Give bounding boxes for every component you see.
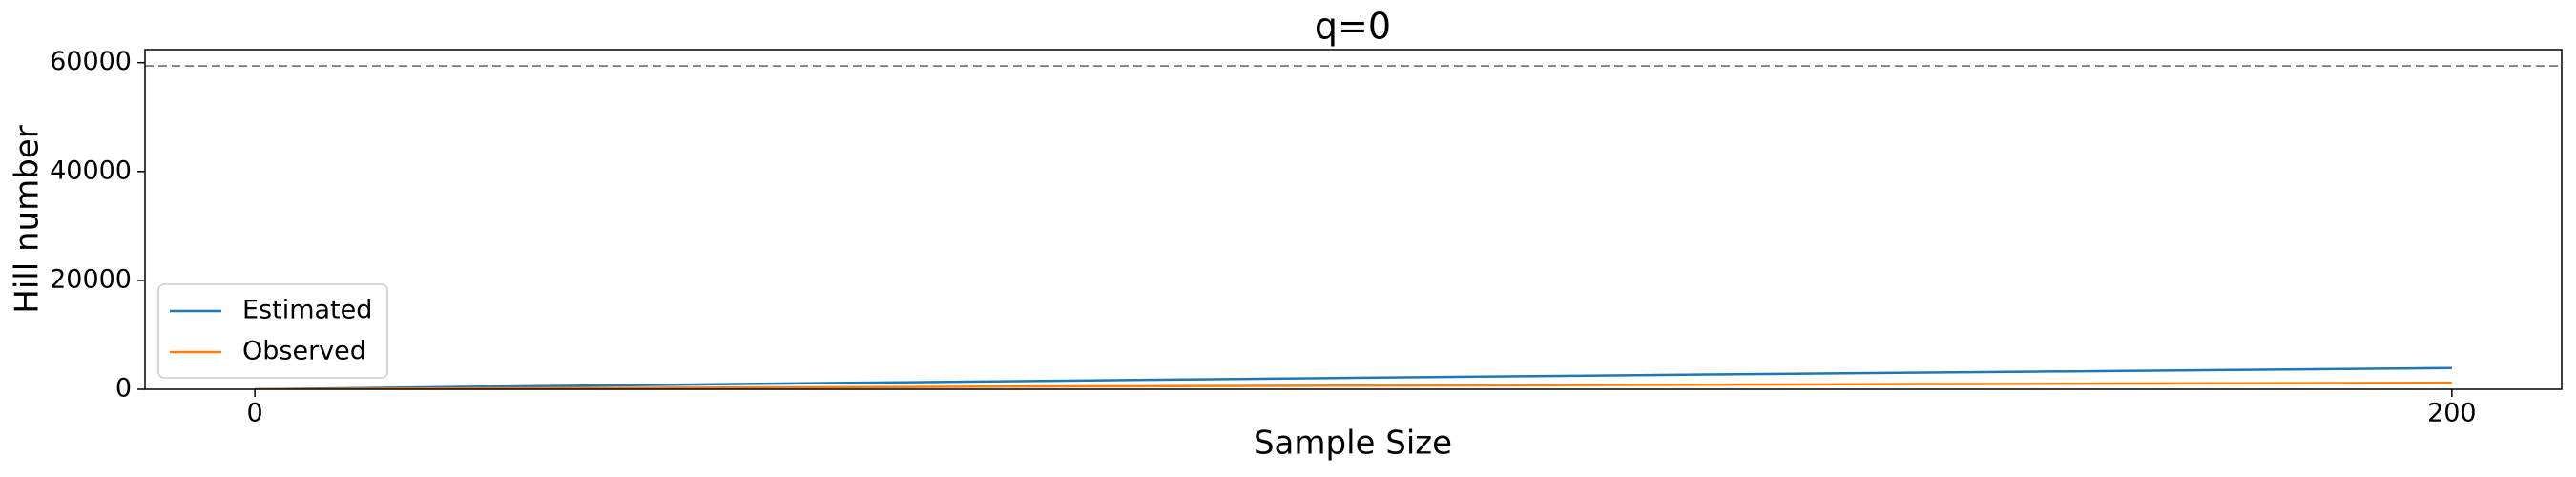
chart-title: q=0: [1315, 6, 1391, 48]
y-tick-label: 60000: [50, 47, 132, 76]
y-axis-label: Hill number: [9, 125, 47, 313]
series-line: [255, 381, 2452, 389]
series-line: [255, 366, 2452, 389]
x-tick-label: 0: [247, 399, 263, 428]
x-tick-label: 200: [2427, 399, 2477, 428]
legend-label: Estimated: [242, 296, 372, 325]
plot-area: [145, 65, 2562, 389]
y-tick-label: 20000: [50, 264, 132, 294]
legend-label: Observed: [242, 337, 366, 366]
legend-box: [157, 283, 388, 379]
x-axis-label: Sample Size: [1254, 425, 1452, 463]
y-tick-label: 0: [115, 374, 132, 404]
axes-frame: [144, 49, 2563, 390]
y-tick-label: 40000: [50, 156, 132, 185]
